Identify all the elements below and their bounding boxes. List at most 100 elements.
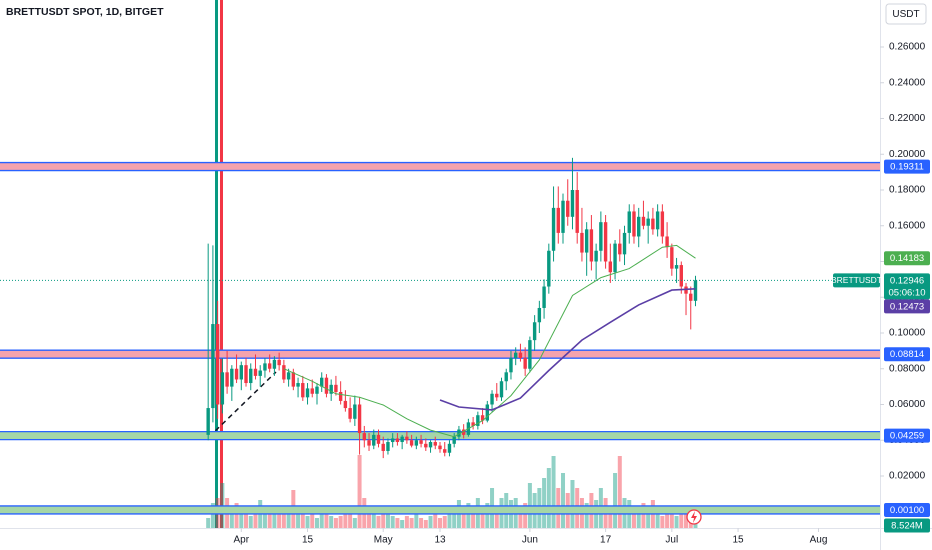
price-tag: 0.12946 (890, 275, 924, 286)
level-tag: 0.04259 (890, 431, 924, 442)
candle-body (537, 307, 542, 323)
y-tick-label: 0.20000 (889, 149, 926, 160)
candle-body (424, 443, 428, 448)
volume-bar (329, 516, 334, 528)
candle-body (272, 359, 277, 369)
candle-body (471, 422, 475, 426)
volume-bar (414, 514, 419, 528)
candle-body (400, 436, 404, 443)
candle-body (443, 449, 447, 453)
candle-body (528, 340, 532, 369)
x-tick-label: Aug (810, 535, 828, 546)
candle-body (523, 358, 527, 369)
volume-bar (551, 456, 556, 528)
candle-body (495, 393, 499, 398)
volume-bar (608, 508, 613, 528)
currency[interactable]: USDT (892, 9, 919, 20)
volume-bar (267, 513, 272, 528)
volume-bar (277, 510, 282, 528)
volume-bar (665, 513, 670, 528)
volume-bar (381, 506, 386, 528)
candle-body (405, 436, 409, 441)
volume-bar (561, 473, 566, 528)
candle-body (457, 429, 461, 437)
candle-body (627, 211, 631, 233)
candle-body (679, 265, 683, 287)
volume-bar (419, 518, 424, 528)
volume-bar (281, 508, 286, 528)
candle-body (618, 243, 622, 255)
candle-body (532, 322, 537, 341)
level-band (0, 162, 880, 171)
volume-bar (466, 503, 471, 528)
level-tag: 0.08814 (890, 349, 924, 360)
ma-tag: 0.12473 (890, 301, 924, 312)
volume-bar (518, 508, 523, 528)
volume-bar (239, 513, 244, 528)
candle-body (230, 368, 234, 387)
volume-bar (433, 514, 438, 528)
candle-body (509, 358, 513, 373)
y-tick-label: 0.22000 (889, 113, 926, 124)
volume-bar (296, 512, 301, 528)
plot (0, 157, 880, 528)
candle-body (603, 222, 608, 262)
candle-body (433, 442, 437, 446)
volume-bar (641, 503, 646, 528)
candle-body (253, 368, 258, 376)
volume-bar (452, 508, 457, 528)
candle-body (372, 434, 376, 446)
candle-body (381, 443, 385, 451)
volume-bar (631, 506, 636, 528)
candle-body (362, 433, 367, 441)
candle-body (547, 250, 551, 287)
candle-body (244, 365, 248, 384)
candle-body (551, 207, 556, 251)
volume-bar (617, 456, 622, 528)
candle-body (320, 377, 324, 387)
volume-bar (352, 518, 357, 528)
volume-bar (286, 514, 291, 528)
candle-body (234, 368, 239, 380)
x-tick-label: May (374, 535, 393, 546)
volume-bar (442, 516, 447, 528)
candle-body (485, 404, 490, 421)
volume-bar (542, 478, 547, 528)
candle-body (655, 211, 660, 230)
candle-body (386, 442, 390, 451)
volume-bar (385, 514, 390, 528)
volume-bar (319, 514, 324, 528)
candle-body (575, 190, 579, 233)
volume-bar (343, 514, 348, 528)
y-tick-label: 0.06000 (889, 399, 926, 410)
ma-tag-bg (884, 299, 930, 314)
symbol-tag-bg (833, 273, 880, 288)
level-band (0, 431, 880, 440)
volume-bar (674, 516, 679, 528)
candle-body (632, 211, 636, 237)
candle-body (613, 243, 617, 273)
candle-body (305, 388, 310, 398)
volume-bar (613, 473, 618, 528)
trend-line (208, 371, 277, 438)
volume-bar (400, 520, 405, 528)
candle-body (353, 404, 357, 419)
level-band (0, 505, 880, 514)
volume-bar (546, 468, 551, 528)
y-tick-label: 0.10000 (889, 328, 926, 339)
candle-body (315, 386, 319, 394)
volume-bar (310, 510, 315, 528)
chart-title: BRETTUSDT SPOT, 1D, BITGET (6, 6, 164, 18)
x-tick-label: Jun (522, 535, 538, 546)
volume-bar (333, 518, 338, 528)
volume-bar (423, 520, 428, 528)
volume-bar (404, 516, 409, 528)
candle-body (376, 434, 381, 444)
candle-body (296, 383, 300, 387)
candle-body (513, 352, 518, 359)
y-tick-label: 0.02000 (889, 471, 926, 482)
currency-button[interactable] (885, 3, 927, 25)
candle-body (693, 280, 698, 301)
volume-tag: 8.524M (891, 520, 923, 531)
